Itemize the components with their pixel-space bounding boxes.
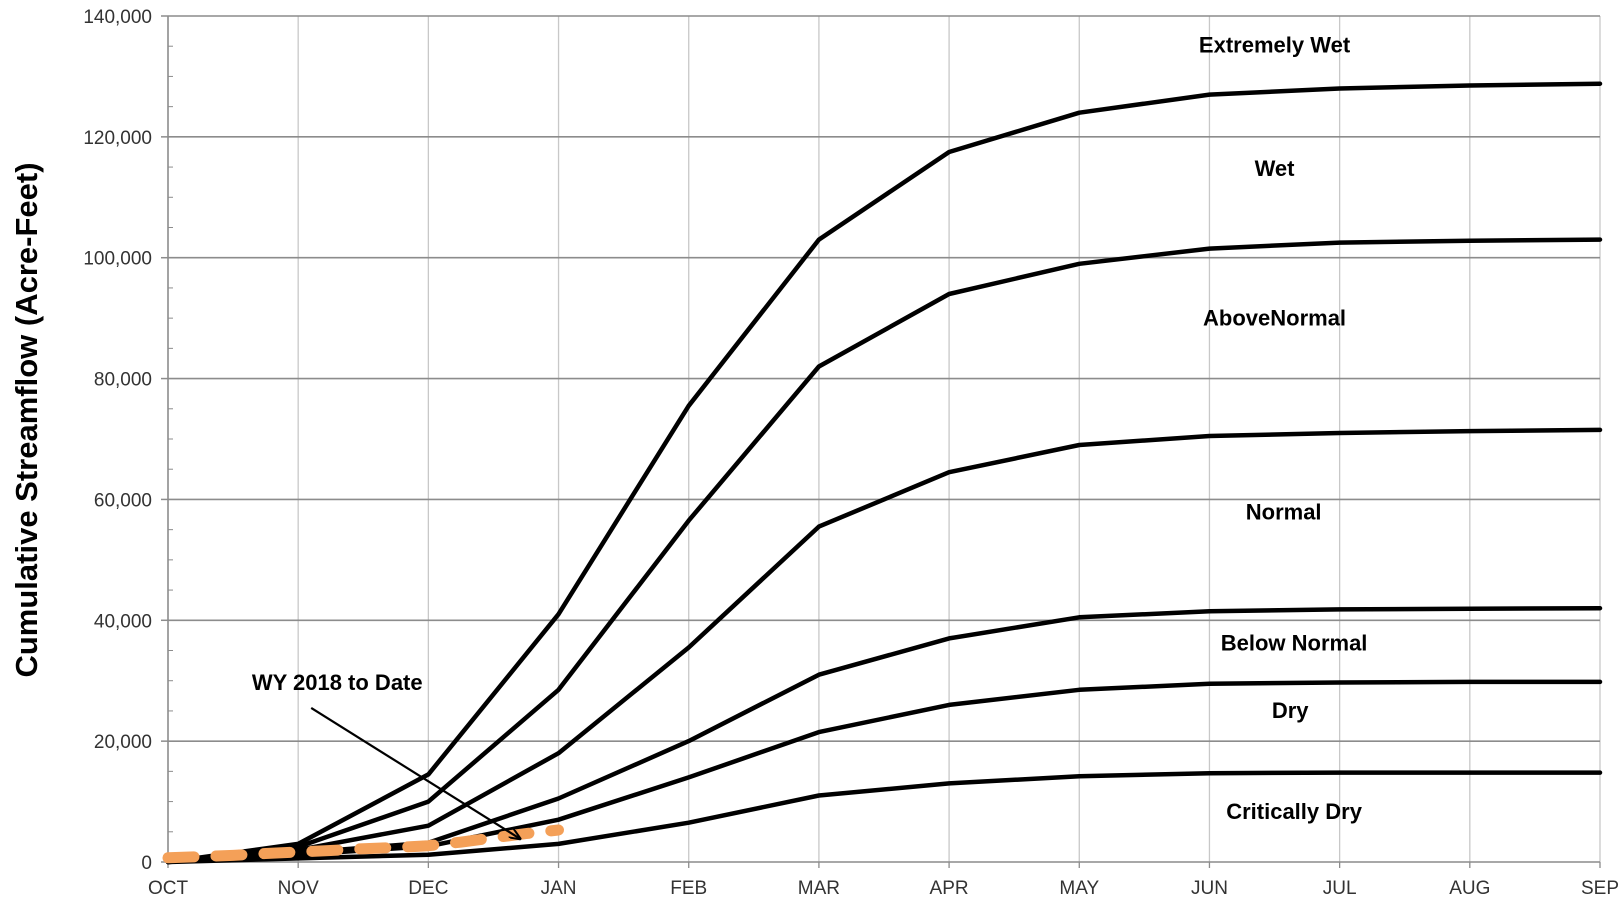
series-line-wy-2018-to-date — [162, 824, 564, 864]
region-label: Wet — [1255, 156, 1296, 181]
region-label: Extremely Wet — [1199, 32, 1351, 57]
y-tick-label: 100,000 — [83, 249, 152, 270]
x-tick-label: MAR — [798, 878, 840, 899]
region-label: Dry — [1272, 698, 1309, 723]
region-label: Below Normal — [1221, 631, 1368, 656]
x-tick-label: SEP — [1581, 878, 1619, 899]
series-line-abovenormal — [165, 427, 1603, 865]
x-tick-label: JUN — [1191, 878, 1228, 899]
annotation: WY 2018 to Date — [252, 670, 520, 839]
series-line-extremely-wet — [165, 81, 1603, 865]
y-tick-label: 60,000 — [94, 490, 152, 511]
annotation-label: WY 2018 to Date — [252, 670, 423, 695]
x-tick-label: DEC — [408, 878, 448, 899]
region-labels: Extremely Wet Wet AboveNormal Normal Below N… — [1199, 32, 1367, 824]
region-label: Critically Dry — [1226, 799, 1362, 824]
x-tick-label: OCT — [148, 878, 189, 899]
y-axis-title: Cumulative Streamflow (Acre-Feet) — [9, 162, 44, 677]
x-tick-label: MAY — [1059, 878, 1099, 899]
gridlines — [168, 15, 1601, 862]
y-tick-label: 20,000 — [94, 732, 152, 753]
x-tick-label: JAN — [541, 878, 577, 899]
region-label: AboveNormal — [1203, 305, 1346, 330]
y-tick-label: 40,000 — [94, 611, 152, 632]
y-tick-label: 0 — [141, 853, 152, 874]
axes: 0 20,000 40,000 60,000 80,000 100,000 120,000 1… — [83, 7, 1619, 899]
y-tick-label: 140,000 — [83, 7, 152, 28]
x-tick-label: FEB — [670, 878, 707, 899]
x-tick-label: APR — [930, 878, 969, 899]
series-line-wet — [165, 237, 1603, 865]
y-tick-label: 120,000 — [83, 128, 152, 149]
region-label: Normal — [1246, 499, 1322, 524]
y-tick-label: 80,000 — [94, 370, 152, 391]
x-tick-label: JUL — [1323, 878, 1357, 899]
series-line-normal — [165, 605, 1603, 865]
annotation-arrow — [310, 706, 519, 839]
series-lines — [162, 81, 1603, 865]
x-tick-label: NOV — [278, 878, 320, 899]
x-tick-label: AUG — [1449, 878, 1490, 899]
series-line-dry — [165, 770, 1603, 865]
